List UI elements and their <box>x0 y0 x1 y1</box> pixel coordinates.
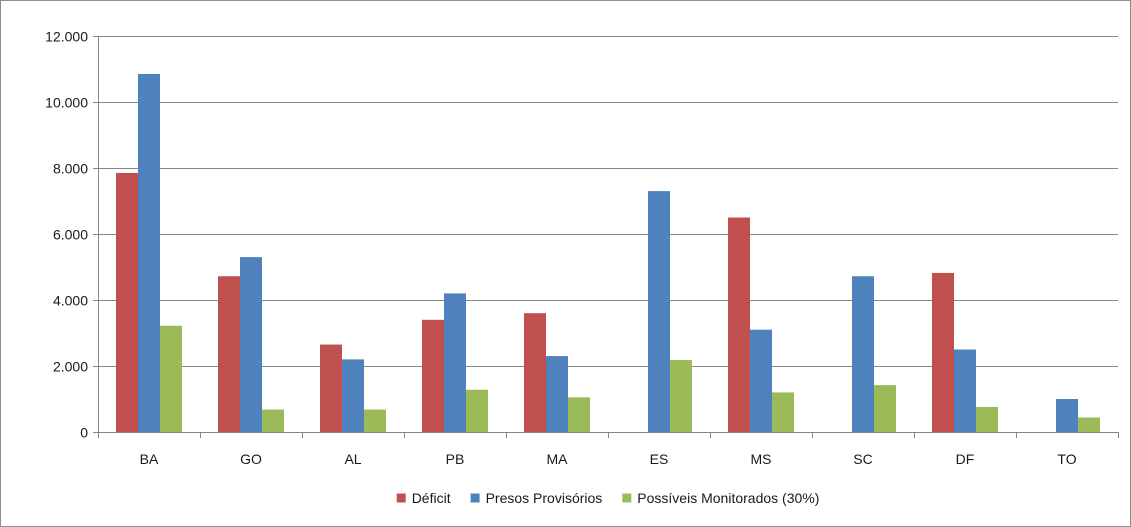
bar-pb-series-0 <box>422 319 444 432</box>
bar-ba-series-0 <box>116 172 138 432</box>
x-category-label: DF <box>956 451 975 467</box>
bar-al-series-2 <box>364 409 386 432</box>
bar-go-series-1 <box>240 257 262 432</box>
bar-ma-series-1 <box>546 356 568 432</box>
bar-go-series-0 <box>218 276 240 432</box>
bar-al-series-0 <box>320 344 342 432</box>
y-tick-label: 0 <box>80 425 88 441</box>
y-tick-label: 12.000 <box>45 29 88 45</box>
x-category-label: BA <box>140 451 159 467</box>
x-category-label: MA <box>547 451 569 467</box>
y-tick-label: 4.000 <box>53 293 88 309</box>
x-category-label: MS <box>751 451 772 467</box>
legend-swatch-series-1 <box>470 493 480 503</box>
bar-al-series-1 <box>342 359 364 432</box>
bar-ms-series-2 <box>772 392 794 432</box>
y-tick-label: 10.000 <box>45 95 88 111</box>
bar-ma-series-2 <box>568 397 590 432</box>
x-category-label: PB <box>446 451 465 467</box>
x-category-label: AL <box>344 451 361 467</box>
bar-df-series-0 <box>932 272 954 432</box>
legend: Déficit Presos Provisórios Possíveis Monit… <box>396 490 819 506</box>
bar-pb-series-2 <box>466 389 488 432</box>
bars <box>116 73 1100 432</box>
x-category-label: TO <box>1057 451 1076 467</box>
bar-go-series-2 <box>262 409 284 432</box>
x-category-label: GO <box>240 451 262 467</box>
bar-to-series-1 <box>1056 399 1078 432</box>
x-axis-category-labels: BA GO AL PB MA ES MS SC DF TO <box>140 451 1077 467</box>
legend-swatch-series-2 <box>622 493 632 503</box>
bar-pb-series-1 <box>444 293 466 432</box>
bar-ba-series-2 <box>160 325 182 432</box>
x-category-label: SC <box>853 451 872 467</box>
y-tick-label: 6.000 <box>53 227 88 243</box>
bar-ms-series-0 <box>728 217 750 432</box>
axes <box>93 36 1119 438</box>
legend-swatch-series-0 <box>396 493 406 503</box>
y-axis-tick-labels: 0 2.000 4.000 6.000 8.000 10.000 12.000 <box>45 29 88 441</box>
bar-ma-series-0 <box>524 313 546 432</box>
bar-sc-series-1 <box>852 276 874 432</box>
bar-ba-series-1 <box>138 73 160 432</box>
legend-label: Presos Provisórios <box>486 490 603 506</box>
bar-es-series-1 <box>648 191 670 432</box>
bar-df-series-2 <box>976 406 998 432</box>
y-tick-label: 2.000 <box>53 359 88 375</box>
x-category-label: ES <box>650 451 669 467</box>
bar-es-series-2 <box>670 360 692 432</box>
bar-to-series-2 <box>1078 417 1100 432</box>
y-tick-label: 8.000 <box>53 161 88 177</box>
legend-label: Déficit <box>412 490 451 506</box>
bar-df-series-1 <box>954 349 976 432</box>
legend-label: Possíveis Monitorados (30%) <box>637 490 819 506</box>
bar-ms-series-1 <box>750 329 772 432</box>
bar-sc-series-2 <box>874 385 896 432</box>
